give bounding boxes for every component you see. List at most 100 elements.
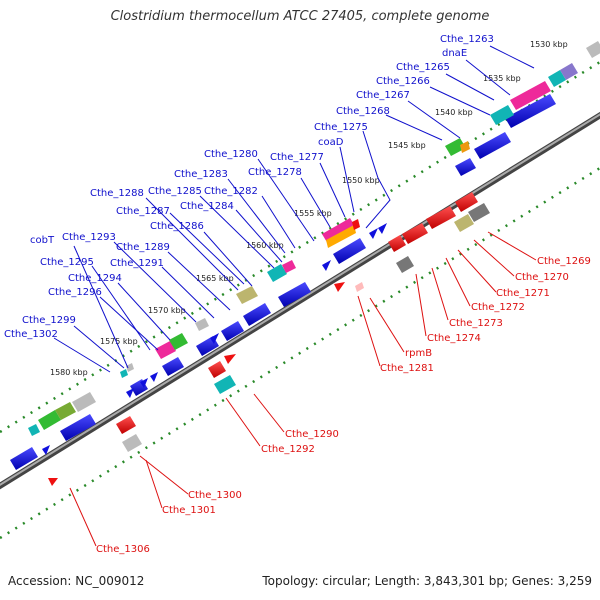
domain-box — [460, 141, 470, 153]
domain-box — [548, 70, 566, 87]
gene-label: Cthe_1286 — [150, 221, 204, 232]
domain-box — [126, 363, 134, 372]
cds-block — [333, 238, 366, 264]
gene-label: cobT — [30, 235, 55, 246]
callout-line — [53, 337, 111, 373]
gene-label: Cthe_1263 — [440, 34, 494, 45]
callout-line — [235, 209, 283, 263]
callout-line — [415, 273, 427, 337]
gene-label: Cthe_1300 — [188, 490, 242, 501]
gene-label: Cthe_1306 — [96, 544, 150, 555]
callout-line — [91, 265, 151, 351]
callout-line — [73, 325, 125, 369]
cds-block — [505, 94, 556, 128]
callout-line — [429, 86, 491, 116]
gene-label: Cthe_1291 — [110, 258, 164, 269]
cds-arrow — [378, 223, 387, 234]
gene-label: Cthe_1295 — [40, 257, 94, 268]
domain-box — [155, 341, 176, 359]
gene-label: Cthe_1287 — [116, 206, 170, 217]
domain-box — [267, 264, 287, 282]
callout-line — [385, 114, 443, 141]
cds-arrow — [48, 478, 58, 486]
gene-label: Cthe_1285 — [148, 186, 202, 197]
reverse-domain-boxes — [122, 203, 490, 452]
cds-block — [402, 223, 428, 244]
gene-label: Cthe_1293 — [62, 232, 116, 243]
domain-box — [282, 260, 296, 273]
cds-arrow — [150, 372, 158, 382]
callout-line — [73, 245, 129, 369]
kbp-label: 1550 kbp — [342, 176, 380, 185]
gene-label: Cthe_1270 — [515, 272, 569, 283]
cds-arrow — [126, 388, 134, 398]
cds-block — [116, 416, 136, 434]
gene-label: Cthe_1273 — [449, 318, 503, 329]
cds-block — [474, 132, 511, 159]
callout-line — [145, 459, 163, 509]
callout-line — [117, 282, 171, 341]
domain-box — [120, 369, 128, 378]
genome-title: Clostridium thermocellum ATCC 27405, com… — [110, 9, 490, 24]
gene-label: Cthe_1266 — [376, 76, 430, 87]
cds-arrow — [224, 354, 236, 364]
cds-block — [221, 321, 244, 341]
cds-block — [60, 414, 96, 441]
domain-box — [38, 410, 61, 430]
reverse-gene-labels: Cthe_1269 Cthe_1270 Cthe_1271 Cthe_1272 … — [96, 256, 591, 555]
genome-backbone — [0, 111, 600, 490]
cds-block — [455, 192, 478, 212]
cds-arrow — [42, 445, 50, 455]
domain-box — [355, 282, 364, 292]
cds-block — [208, 361, 226, 378]
cds-block — [455, 158, 476, 176]
domain-box — [454, 214, 474, 232]
gene-label: Cthe_1282 — [204, 186, 258, 197]
reverse-cds-blocks — [116, 192, 478, 434]
kbp-label: 1580 kbp — [50, 368, 88, 377]
gene-label: dnaE — [442, 48, 467, 59]
kbp-label: 1575 kbp — [100, 337, 138, 346]
gene-label: Cthe_1271 — [496, 288, 550, 299]
kbp-label: 1530 kbp — [530, 40, 568, 49]
forward-domain-boxes — [28, 41, 600, 436]
tick-rail-inner — [0, 166, 600, 540]
forward-cds-arrows — [42, 223, 387, 455]
tick-rail-outer — [0, 60, 600, 434]
callout-line — [407, 100, 461, 139]
kbp-labels: 1530 kbp 1535 kbp 1540 kbp 1545 kbp 1550… — [50, 40, 568, 377]
kbp-label: 1540 kbp — [435, 108, 473, 117]
callout-line — [161, 266, 215, 319]
topology-text: Topology: circular; Length: 3,843,301 bp… — [262, 574, 592, 588]
gene-label: Cthe_1274 — [427, 333, 481, 344]
callout-line — [489, 45, 535, 69]
reverse-cds-arrows — [48, 282, 345, 486]
gene-label: Cthe_1299 — [22, 315, 76, 326]
gene-label: Cthe_1269 — [537, 256, 591, 267]
cds-block — [162, 357, 184, 376]
callout-line — [99, 296, 159, 351]
callout-line — [473, 239, 515, 277]
domain-box — [169, 333, 188, 350]
gene-label: Cthe_1289 — [116, 242, 170, 253]
gene-label: Cthe_1272 — [471, 302, 525, 313]
callout-line — [257, 158, 315, 242]
reverse-callouts — [69, 231, 537, 547]
callout-line — [113, 241, 197, 323]
gene-label: rpmB — [405, 348, 432, 359]
callout-line — [145, 197, 239, 291]
gene-label: Cthe_1292 — [261, 444, 315, 455]
callout-line — [369, 297, 405, 353]
cds-arrow — [140, 378, 148, 388]
gene-label: Cthe_1275 — [314, 122, 368, 133]
callout-line — [199, 195, 275, 269]
kbp-label: 1560 kbp — [246, 241, 284, 250]
cds-block — [278, 282, 311, 307]
domain-box — [468, 203, 490, 222]
cds-arrow — [322, 260, 331, 271]
callout-line — [339, 146, 355, 213]
domain-box — [122, 434, 142, 452]
gene-label: Cthe_1284 — [180, 201, 234, 212]
callout-line — [169, 212, 245, 285]
